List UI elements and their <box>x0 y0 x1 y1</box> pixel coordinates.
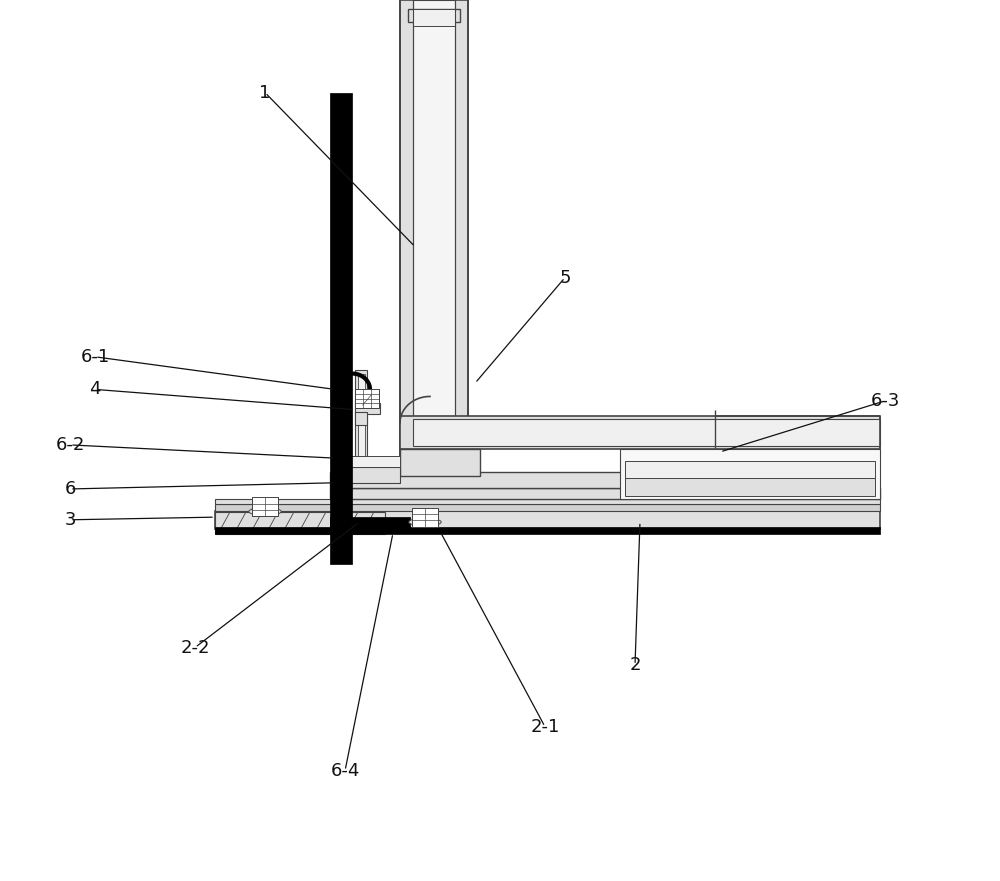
Bar <box>330 517 410 533</box>
Text: 6-2: 6-2 <box>55 436 85 454</box>
Bar <box>400 449 480 476</box>
Ellipse shape <box>409 518 441 526</box>
Text: 3: 3 <box>64 511 76 529</box>
Bar <box>215 499 880 504</box>
Bar <box>252 497 278 516</box>
Bar <box>355 412 367 425</box>
Bar <box>330 472 730 488</box>
Bar <box>413 0 455 493</box>
Bar <box>215 527 880 534</box>
Text: 2: 2 <box>629 656 641 674</box>
Text: 6-4: 6-4 <box>330 762 360 780</box>
Bar <box>625 478 875 496</box>
Text: 5: 5 <box>559 269 571 286</box>
Bar <box>408 9 460 22</box>
Bar <box>215 512 385 534</box>
Bar <box>355 403 380 414</box>
Text: 6-3: 6-3 <box>870 392 900 410</box>
Bar <box>413 9 455 26</box>
Text: 6: 6 <box>64 480 76 498</box>
Bar <box>330 529 352 564</box>
Bar <box>620 449 880 499</box>
Text: 2-1: 2-1 <box>530 718 560 736</box>
Text: 6-1: 6-1 <box>80 348 110 366</box>
Text: 4: 4 <box>89 381 101 398</box>
Bar <box>400 0 468 511</box>
Bar <box>330 488 880 499</box>
Ellipse shape <box>249 507 281 515</box>
Bar <box>215 504 880 511</box>
Bar <box>412 507 438 527</box>
Text: 2-2: 2-2 <box>180 639 210 656</box>
Bar <box>413 419 880 446</box>
Bar <box>355 370 367 476</box>
Bar <box>358 374 365 471</box>
Bar <box>335 467 400 483</box>
Bar <box>335 456 400 467</box>
Bar <box>330 93 352 533</box>
Bar <box>215 511 880 529</box>
Bar <box>355 389 379 408</box>
Bar <box>400 416 880 449</box>
Text: 1: 1 <box>259 84 271 101</box>
Bar <box>625 461 875 478</box>
